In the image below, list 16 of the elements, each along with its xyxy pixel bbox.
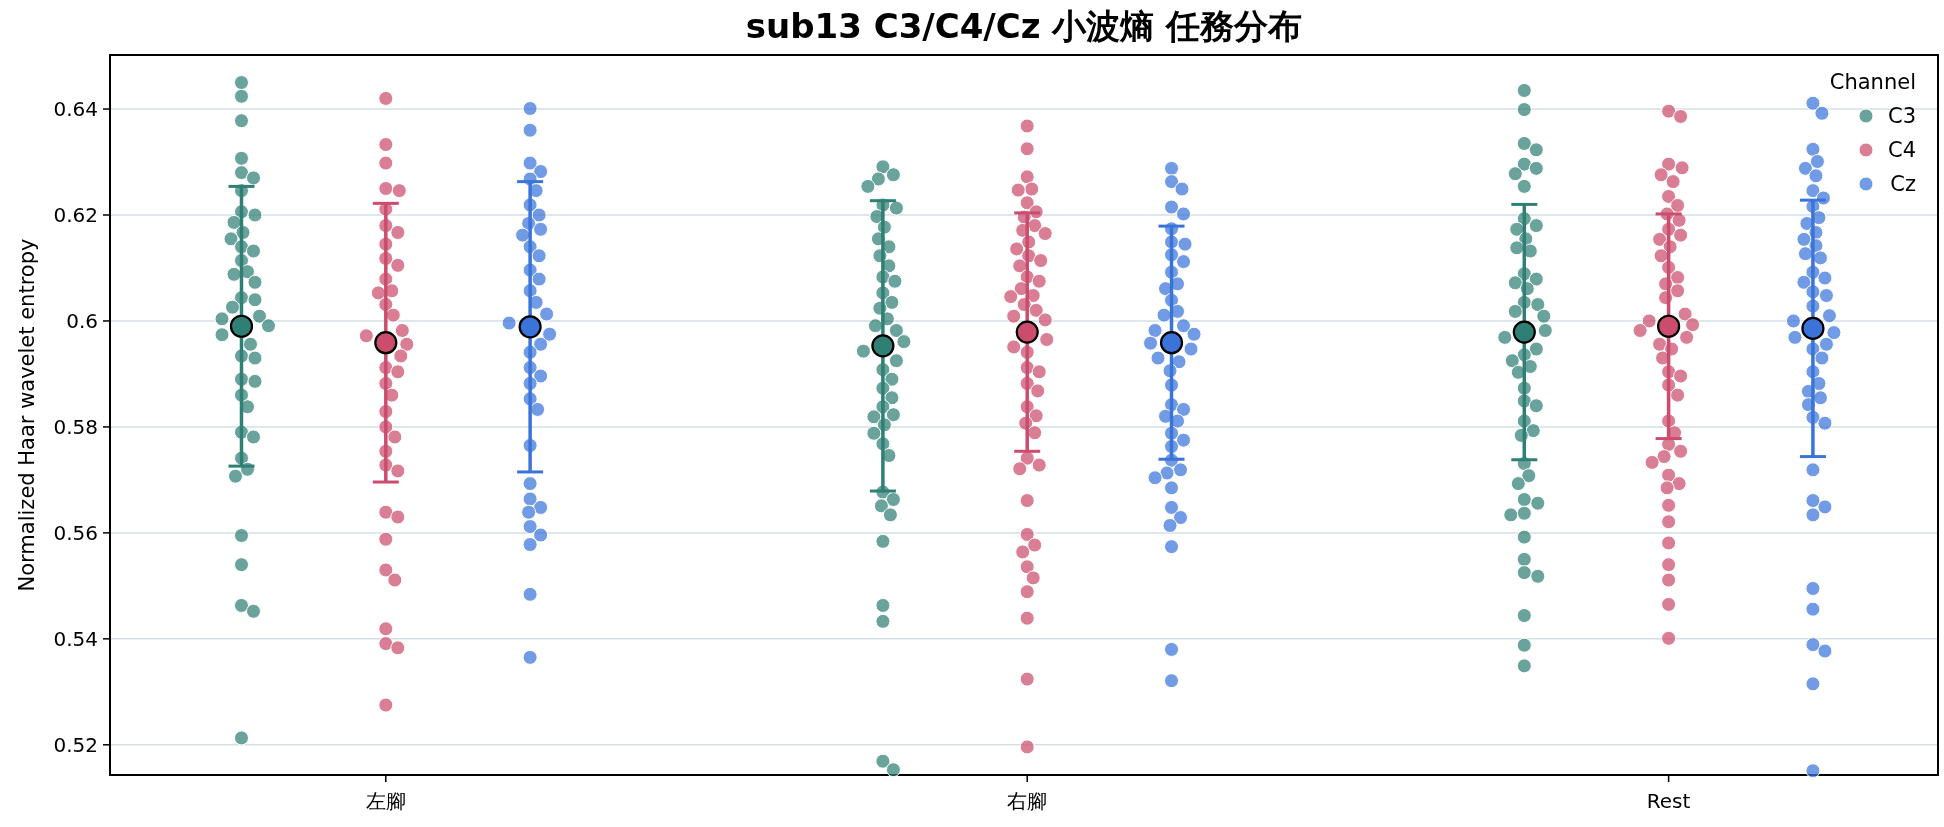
legend-label: Cz (1890, 172, 1916, 196)
y-tick-label: 0.6 (66, 308, 98, 333)
y-tick-label: 0.52 (53, 732, 98, 757)
x-tick-label: Rest (1646, 789, 1691, 813)
y-axis-title: Normalized Haar wavelet entropy (15, 238, 39, 592)
y-tick-label: 0.58 (53, 414, 98, 439)
y-tick-label: 0.64 (53, 97, 98, 122)
chart-title: sub13 C3/C4/Cz 小波熵 任務分布 (745, 6, 1303, 46)
legend-title: Channel (1829, 70, 1916, 94)
y-tick-label: 0.62 (53, 203, 98, 227)
y-tick-label: 0.56 (53, 520, 98, 545)
legend-label: C3 (1887, 104, 1916, 128)
x-tick-label: 右腳 (1007, 789, 1048, 813)
legend-label: C4 (1887, 138, 1916, 162)
x-tick-label: 左腳 (365, 789, 406, 813)
y-tick-label: 0.54 (53, 626, 98, 651)
